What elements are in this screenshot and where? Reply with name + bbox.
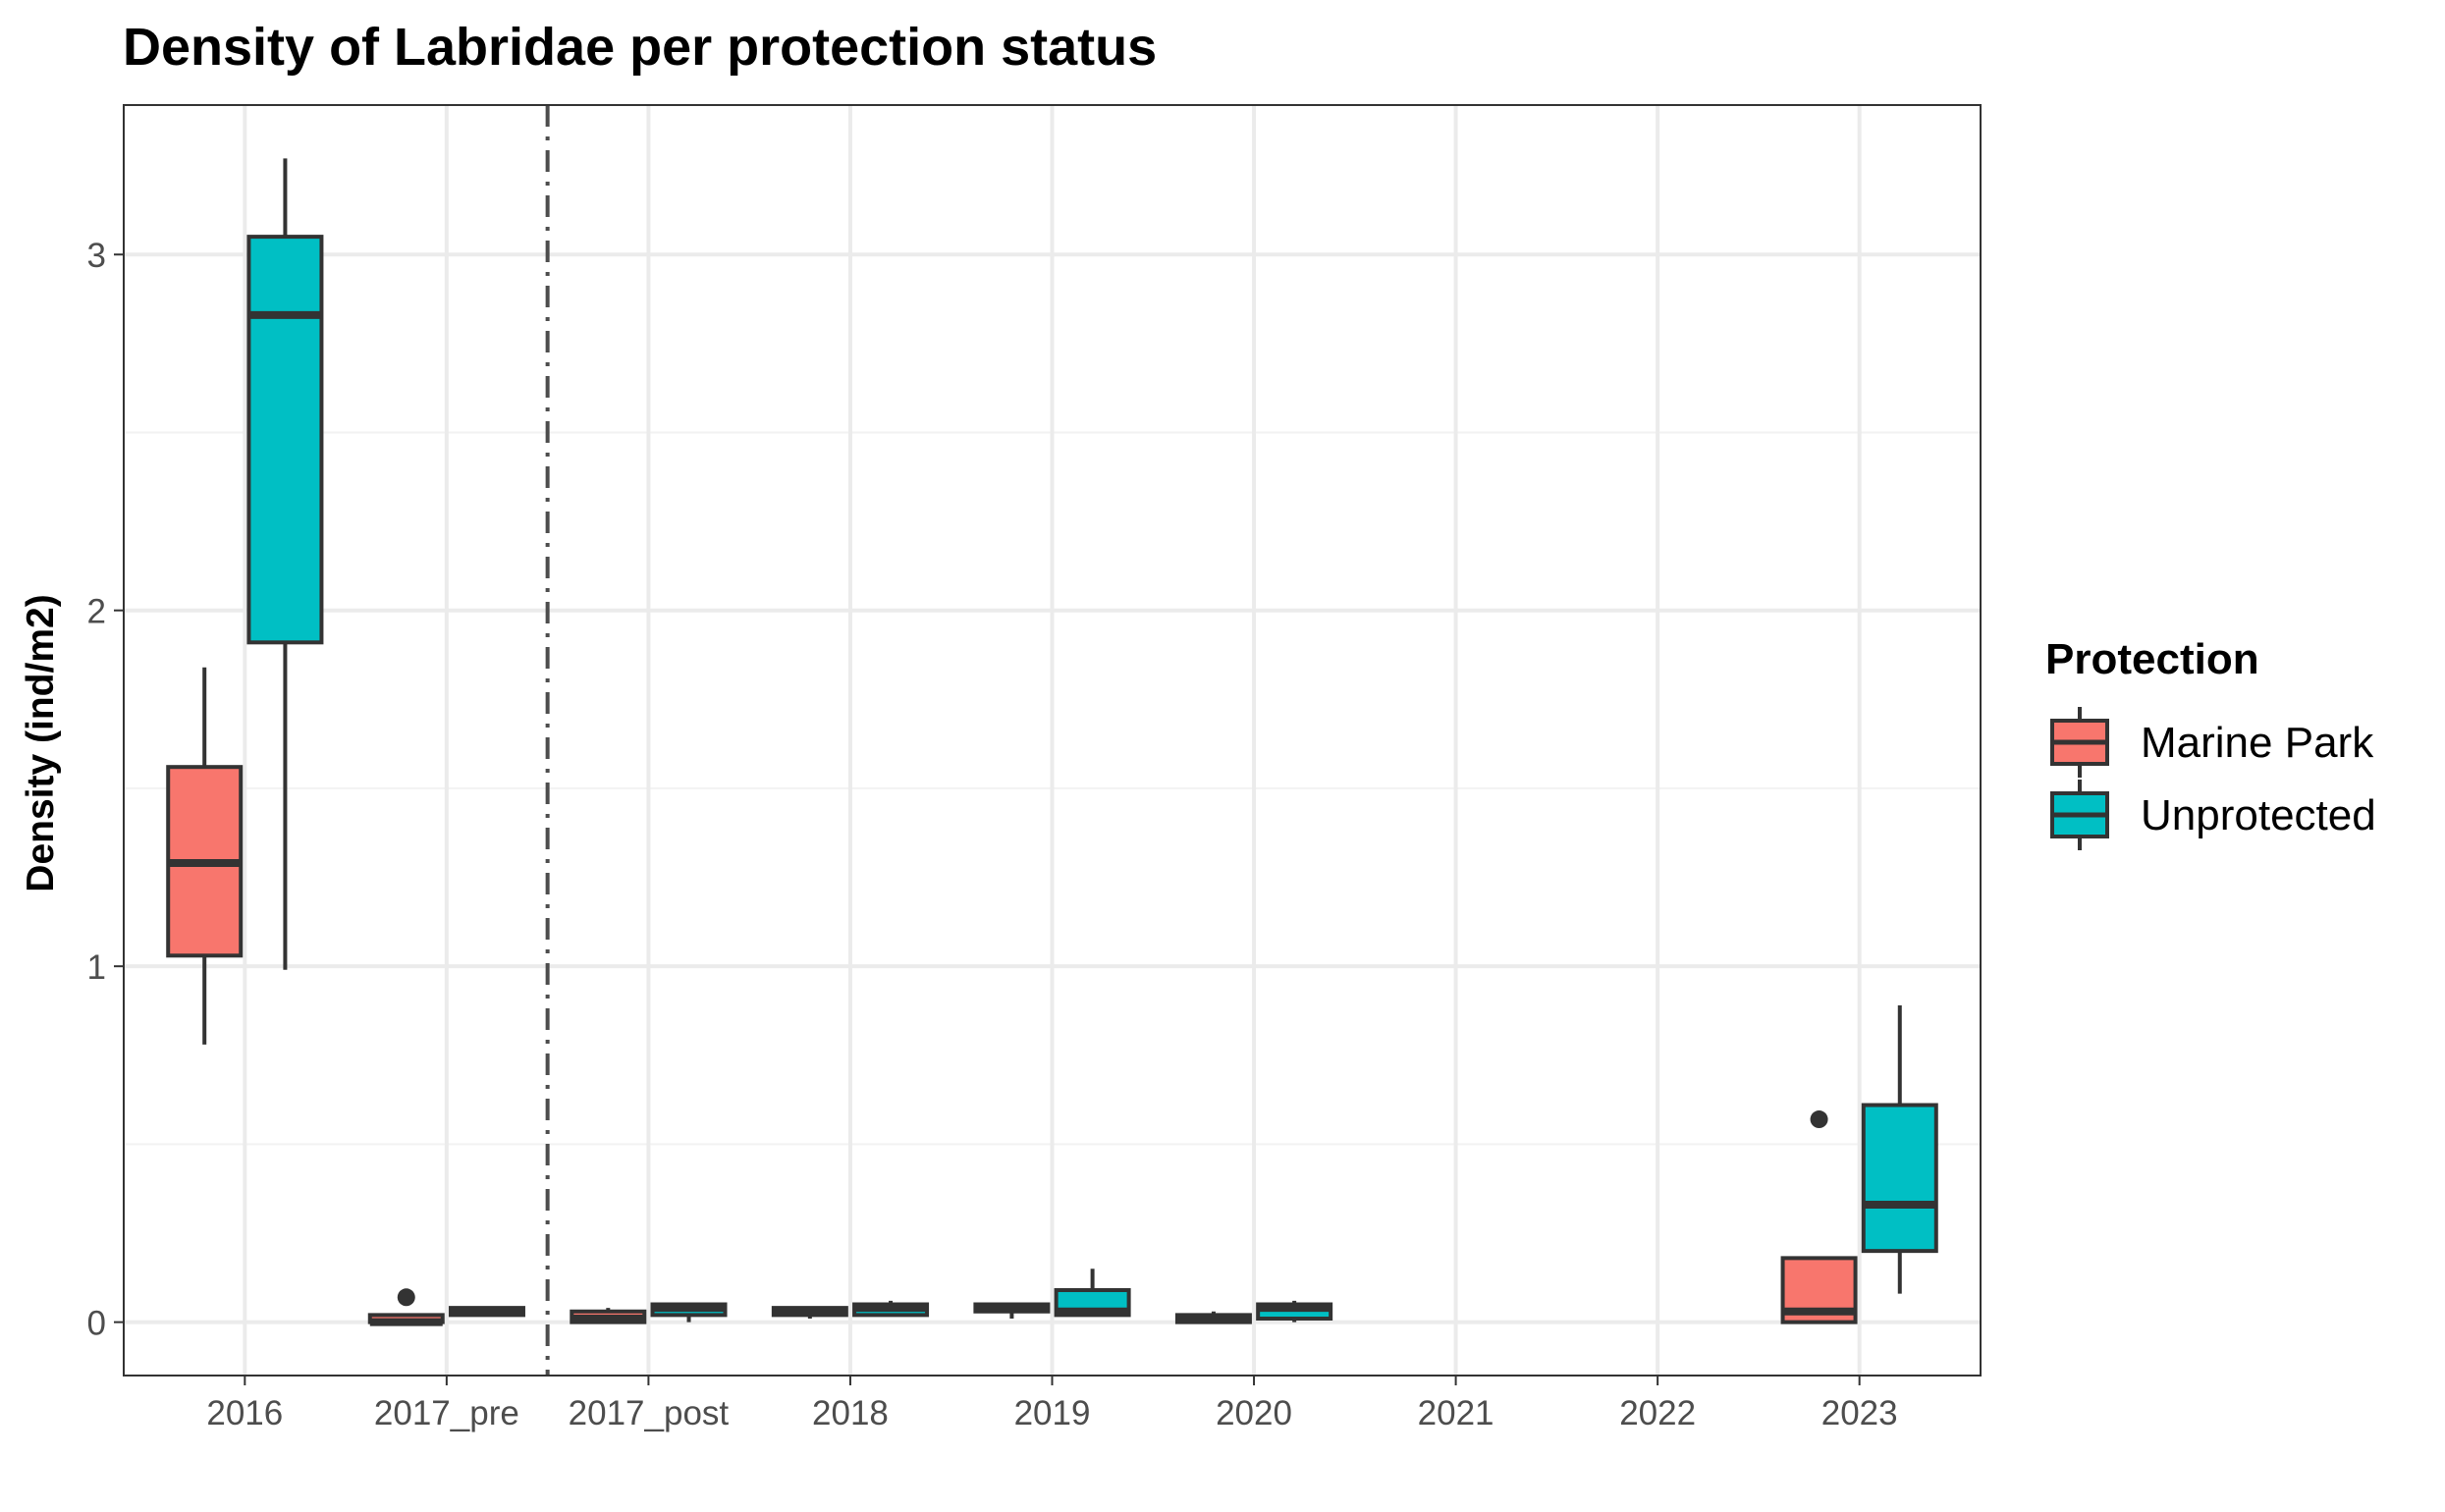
x-tick-label: 2017_post [569,1394,730,1432]
box-unprotected [246,235,324,645]
y-axis: 0 1 2 3 [87,237,124,1343]
x-tick-label: 2017_pre [374,1394,519,1432]
x-axis: 2016 2017_pre 2017_post 2018 2019 2020 2021 202… [206,1376,1898,1432]
x-tick-label: 2018 [812,1394,889,1432]
y-tick-label: 0 [87,1305,106,1343]
legend: Protection Marine Park Unprotected [2045,635,2376,850]
chart-title: Density of Labridae per protection statu… [123,18,1157,77]
x-tick-label: 2020 [1216,1394,1292,1432]
outlier-point [397,1288,415,1307]
plot-panel [123,104,1982,1377]
legend-label: Unprotected [2141,791,2376,839]
y-tick-label: 3 [87,237,106,275]
x-tick-label: 2022 [1619,1394,1696,1432]
y-tick-label: 1 [87,948,106,987]
outlier-point [1810,1110,1828,1129]
legend-label: Marine Park [2141,719,2374,767]
x-tick-label: 2016 [206,1394,283,1432]
y-tick-label: 2 [87,593,106,631]
x-tick-label: 2019 [1014,1394,1091,1432]
y-axis-label: Density (ind/m2) [20,594,62,891]
legend-title: Protection [2045,635,2259,683]
x-tick-label: 2023 [1821,1394,1898,1432]
x-tick-label: 2021 [1418,1394,1494,1432]
box-unprotected [1861,1103,1938,1254]
